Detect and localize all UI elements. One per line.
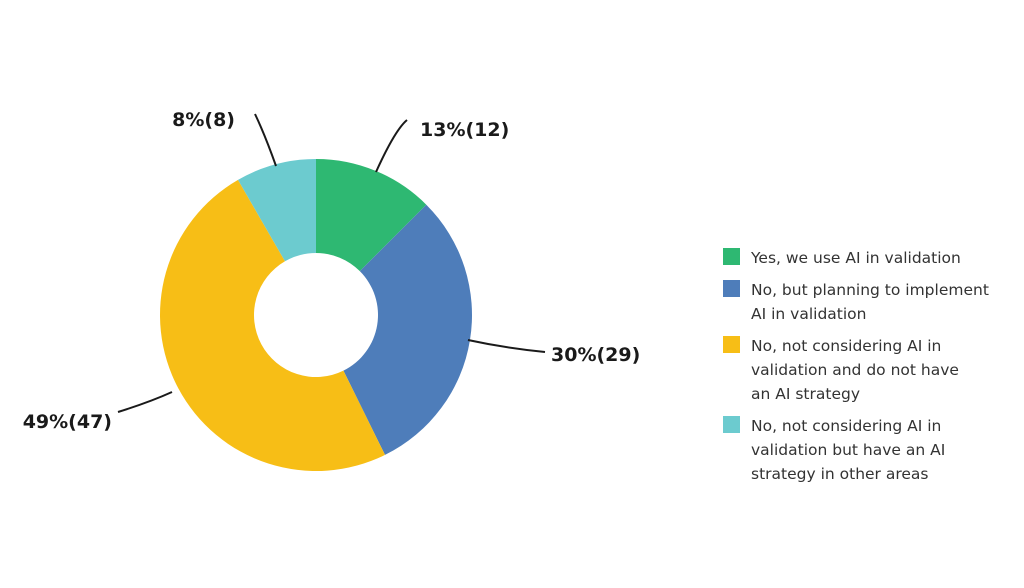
chart-legend: Yes, we use AI in validation No, but plan… xyxy=(723,246,1018,494)
legend-item: No, not considering AI in validation and … xyxy=(723,334,1018,406)
legend-label: Yes, we use AI in validation xyxy=(751,246,961,270)
legend-label-line: No, but planning to implement xyxy=(751,281,989,299)
legend-swatch xyxy=(723,280,740,297)
legend-swatch xyxy=(723,416,740,433)
legend-label-line: Yes, we use AI in validation xyxy=(751,249,961,267)
legend-item: No, but planning to implement AI in valid… xyxy=(723,278,1018,326)
legend-label-line: validation but have an AI xyxy=(751,441,946,459)
slice-no-not-considering-ai-in-validation-and- xyxy=(160,179,385,472)
legend-label-line: No, not considering AI in xyxy=(751,337,942,355)
slice-no-not-considering-ai-in-validation-but- xyxy=(238,159,316,262)
leader-line xyxy=(254,113,277,167)
legend-label-line: validation and do not have xyxy=(751,361,959,379)
legend-label-line: strategy in other areas xyxy=(751,465,929,483)
data-label: 49%(47) xyxy=(23,411,112,433)
legend-item: No, not considering AI in validation but … xyxy=(723,414,1018,486)
data-label: 30%(29) xyxy=(551,344,640,366)
donut-chart: 13%(12) 30%(29) 49%(47) 8%(8) xyxy=(23,109,640,472)
slice-yes-we-use-ai-in-validation xyxy=(316,159,427,272)
data-label: 13%(12) xyxy=(420,119,509,141)
leader-line xyxy=(467,339,546,353)
data-label: 8%(8) xyxy=(172,109,235,131)
leader-line xyxy=(117,391,173,413)
legend-label-line: an AI strategy xyxy=(751,385,860,403)
legend-label-line: AI in validation xyxy=(751,305,867,323)
leader-line xyxy=(375,119,408,173)
legend-swatch xyxy=(723,248,740,265)
legend-item: Yes, we use AI in validation xyxy=(723,246,1018,270)
legend-label: No, but planning to implement AI in valid… xyxy=(751,278,989,326)
legend-label: No, not considering AI in validation and … xyxy=(751,334,959,406)
legend-label-line: No, not considering AI in xyxy=(751,417,942,435)
slice-no-but-planning-to-implement-ai-in-valid xyxy=(343,204,472,455)
legend-label: No, not considering AI in validation but … xyxy=(751,414,945,486)
legend-swatch xyxy=(723,336,740,353)
